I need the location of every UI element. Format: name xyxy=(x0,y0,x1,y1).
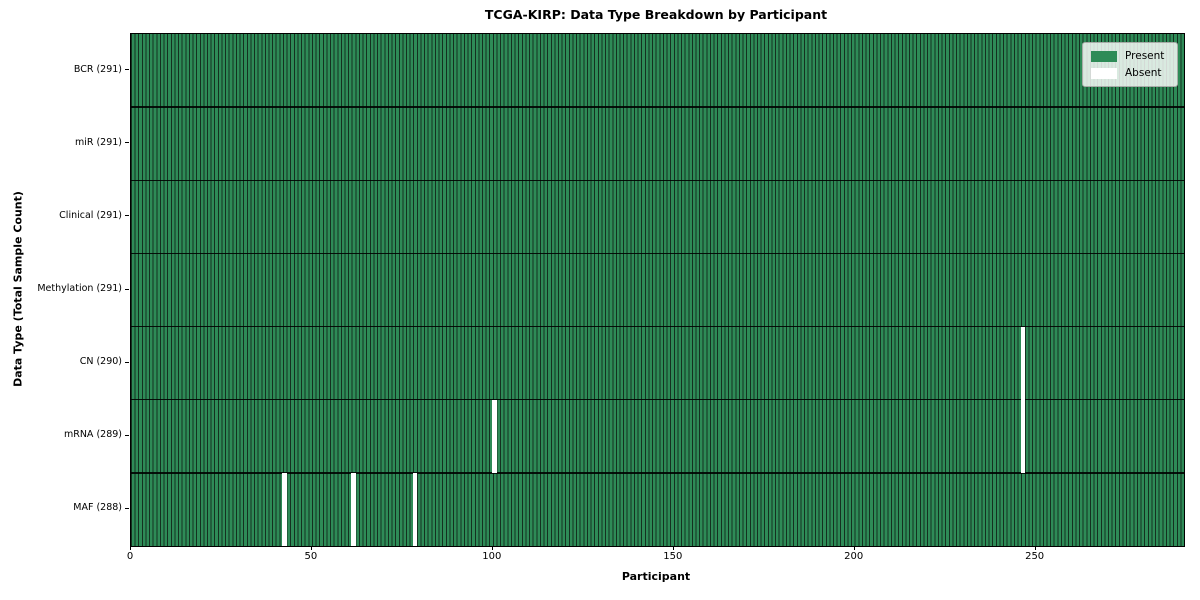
y-tick-label: miR (291) xyxy=(74,136,122,148)
plot-area xyxy=(130,33,1185,547)
x-tick-label: 150 xyxy=(663,551,683,562)
x-tick-label: 50 xyxy=(304,551,318,562)
absent-gap-MAF-78 xyxy=(412,472,418,546)
y-tick-mark xyxy=(125,361,129,363)
x-tick-mark xyxy=(310,546,312,550)
y-tick-label: Clinical (291) xyxy=(59,209,122,221)
row-separator xyxy=(131,179,1184,181)
x-tick-mark xyxy=(672,546,674,550)
y-tick-mark xyxy=(125,215,129,217)
legend-item-present: Present xyxy=(1091,50,1169,62)
y-tick-label: CN (290) xyxy=(79,356,122,368)
row-separator xyxy=(131,325,1184,328)
y-tick-mark xyxy=(125,434,129,436)
absent-gap-MAF-61 xyxy=(351,472,356,546)
legend: Present Absent xyxy=(1082,42,1178,87)
legend-label-present: Present xyxy=(1125,50,1165,62)
absent-swatch-icon xyxy=(1091,67,1117,79)
y-tick-label: mRNA (289) xyxy=(63,429,122,441)
row-separator xyxy=(131,252,1184,255)
y-tick-mark xyxy=(125,507,129,509)
row-separator xyxy=(131,472,1184,474)
legend-label-absent: Absent xyxy=(1125,67,1162,79)
x-tick-mark xyxy=(853,546,855,550)
y-tick-mark xyxy=(125,288,129,290)
legend-item-absent: Absent xyxy=(1091,67,1169,79)
y-tick-label: Methylation (291) xyxy=(37,283,122,294)
x-axis-label: Participant xyxy=(621,570,691,583)
y-tick-mark xyxy=(125,69,129,71)
row-separator xyxy=(131,399,1184,401)
absent-gap-mRNA-100 xyxy=(492,399,498,473)
y-tick-label: MAF (288) xyxy=(73,502,122,514)
x-tick-mark xyxy=(491,546,493,550)
x-tick-label: 0 xyxy=(126,551,134,562)
x-tick-mark xyxy=(1034,546,1036,550)
x-tick-label: 250 xyxy=(1025,551,1045,562)
row-separator xyxy=(131,106,1184,108)
chart-title: TCGA-KIRP: Data Type Breakdown by Partic… xyxy=(484,7,828,22)
absent-gap-mRNA-246 xyxy=(1020,399,1026,473)
x-tick-label: 100 xyxy=(482,551,502,562)
present-swatch-icon xyxy=(1091,50,1117,62)
y-tick-mark xyxy=(125,142,129,144)
x-tick-mark xyxy=(130,546,131,550)
absent-gap-MAF-42 xyxy=(282,472,288,546)
x-tick-label: 200 xyxy=(844,551,864,562)
y-tick-label: BCR (291) xyxy=(73,63,122,75)
absent-gap-CN-246 xyxy=(1020,326,1026,400)
